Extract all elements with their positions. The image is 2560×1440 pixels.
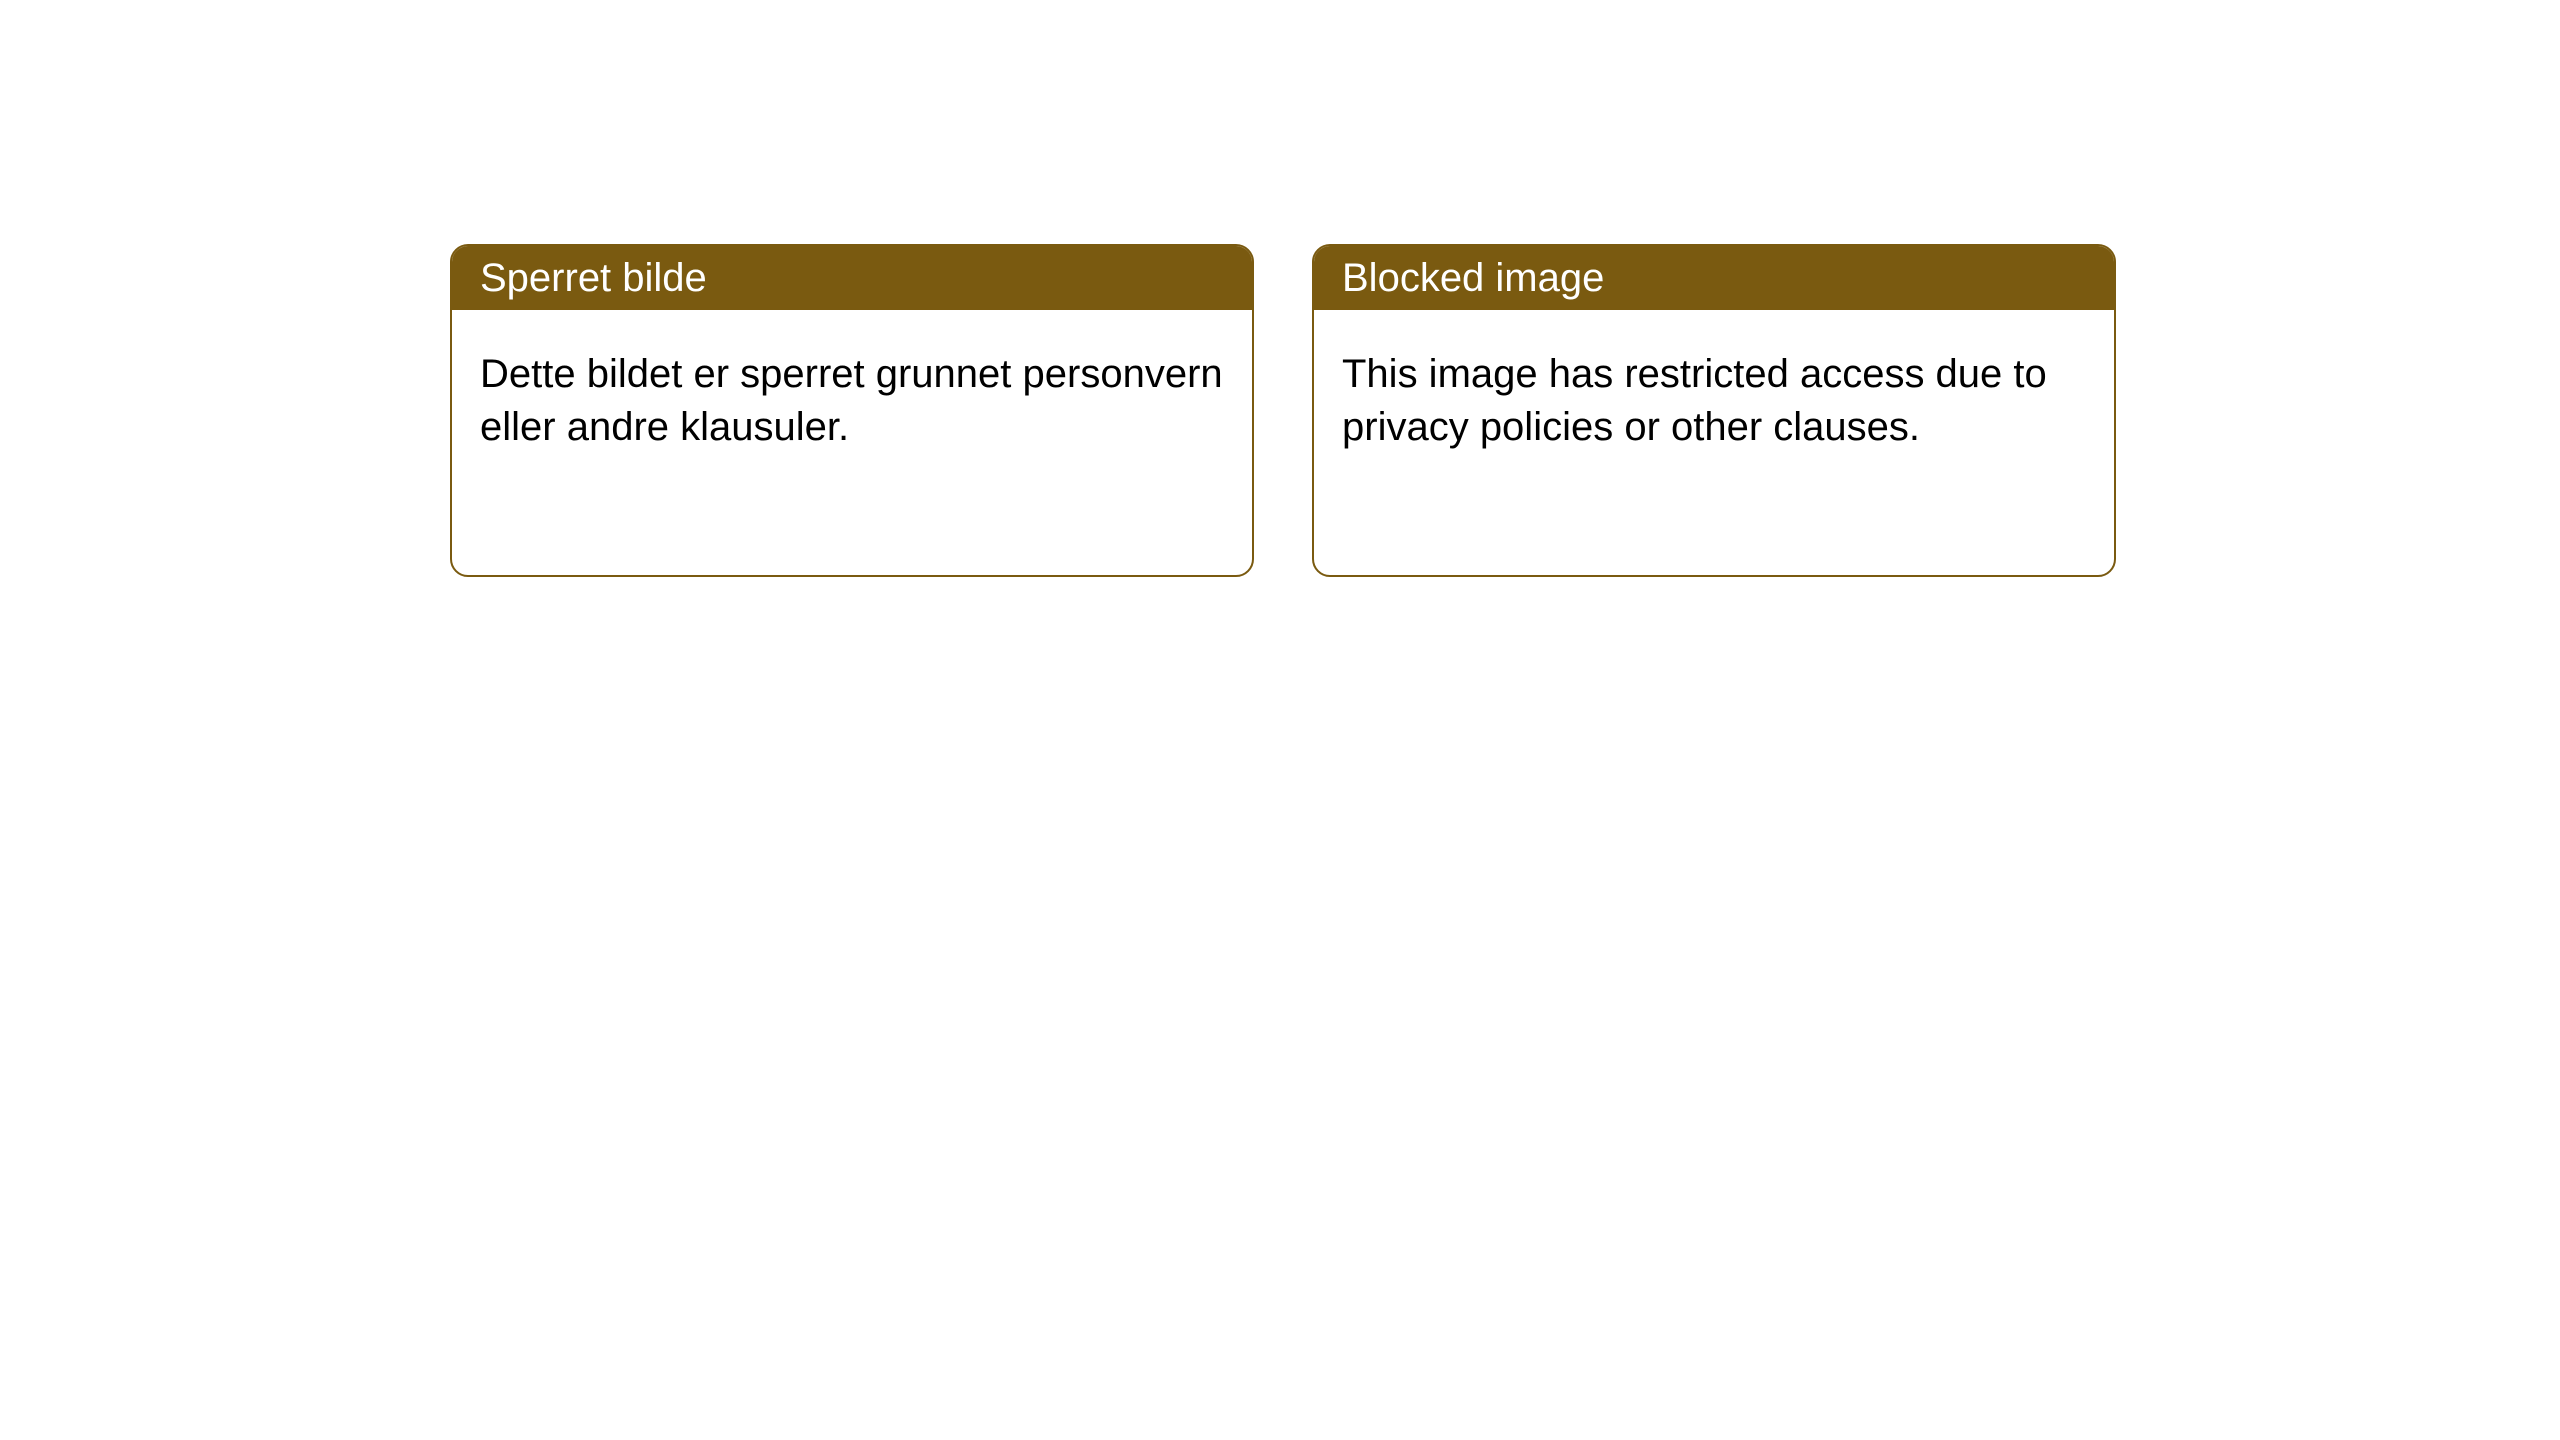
notice-card-english: Blocked image This image has restricted … <box>1312 244 2116 577</box>
notice-body: Dette bildet er sperret grunnet personve… <box>452 310 1252 492</box>
notice-message: This image has restricted access due to … <box>1342 352 2047 449</box>
notice-container: Sperret bilde Dette bildet er sperret gr… <box>0 0 2560 577</box>
notice-title: Sperret bilde <box>480 256 707 300</box>
notice-header: Sperret bilde <box>452 246 1252 310</box>
notice-card-norwegian: Sperret bilde Dette bildet er sperret gr… <box>450 244 1254 577</box>
notice-message: Dette bildet er sperret grunnet personve… <box>480 352 1223 449</box>
notice-title: Blocked image <box>1342 256 1604 300</box>
notice-body: This image has restricted access due to … <box>1314 310 2114 492</box>
notice-header: Blocked image <box>1314 246 2114 310</box>
